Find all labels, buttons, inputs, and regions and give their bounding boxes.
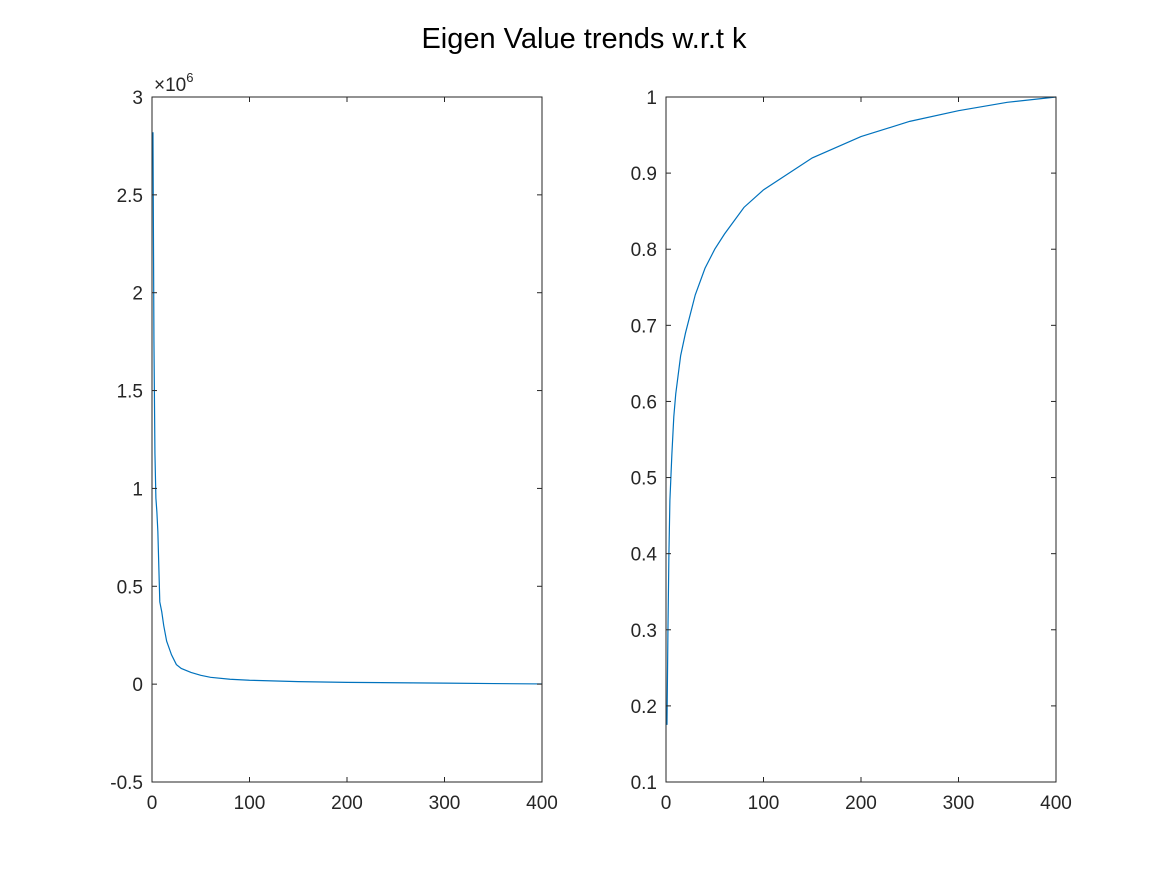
- y-tick-label: -0.5: [110, 773, 143, 794]
- series-line-0: [152, 132, 543, 685]
- y-tick-label: 3: [132, 88, 143, 109]
- x-tick-label: 300: [429, 793, 461, 814]
- y-tick-label: 0.5: [117, 577, 143, 598]
- y-tick-label: 1.5: [117, 382, 143, 403]
- left-axes: 0 100 200 300 400-0.500.511.522.53×106: [110, 70, 558, 814]
- y-exponent-base: ×10: [154, 75, 186, 96]
- figure-title: Eigen Value trends w.r.t k: [421, 23, 747, 55]
- x-tick-label: 300: [943, 793, 975, 814]
- y-tick-label: 0.4: [631, 545, 658, 566]
- y-tick-label: 0: [132, 675, 143, 696]
- y-tick-label: 2.5: [117, 186, 143, 207]
- x-tick-label: 400: [526, 793, 558, 814]
- y-tick-label: 0.7: [631, 316, 657, 337]
- y-tick-label: 1: [646, 88, 657, 109]
- x-tick-label: 200: [331, 793, 363, 814]
- x-tick-label: 100: [234, 793, 266, 814]
- y-tick-label: 0.9: [631, 164, 657, 185]
- y-tick-label: 0.1: [631, 773, 657, 794]
- y-tick-label: 0.2: [631, 697, 657, 718]
- axes-box: [151, 96, 543, 783]
- y-tick-label: 0.5: [631, 469, 657, 490]
- axes-box: [665, 96, 1057, 783]
- y-exponent-power: 6: [186, 70, 193, 85]
- y-tick-label: 0.3: [631, 621, 657, 642]
- x-tick-label: 0: [661, 793, 672, 814]
- x-tick-label: 400: [1040, 793, 1072, 814]
- y-tick-label: 0.8: [631, 240, 657, 261]
- x-tick-label: 100: [748, 793, 780, 814]
- x-tick-label: 200: [845, 793, 877, 814]
- y-tick-label: 2: [132, 284, 143, 305]
- y-exponent-label: ×106: [154, 70, 193, 96]
- y-tick-label: 1: [132, 479, 143, 500]
- right-axes: 0 100 200 300 400 0.1 0.2 0.3 0.4 0.5 0.6 0.7 0.8 0.9…: [631, 88, 1072, 814]
- series-line-0: [666, 96, 1057, 725]
- x-tick-label: 0: [147, 793, 158, 814]
- y-tick-label: 0.6: [631, 392, 657, 413]
